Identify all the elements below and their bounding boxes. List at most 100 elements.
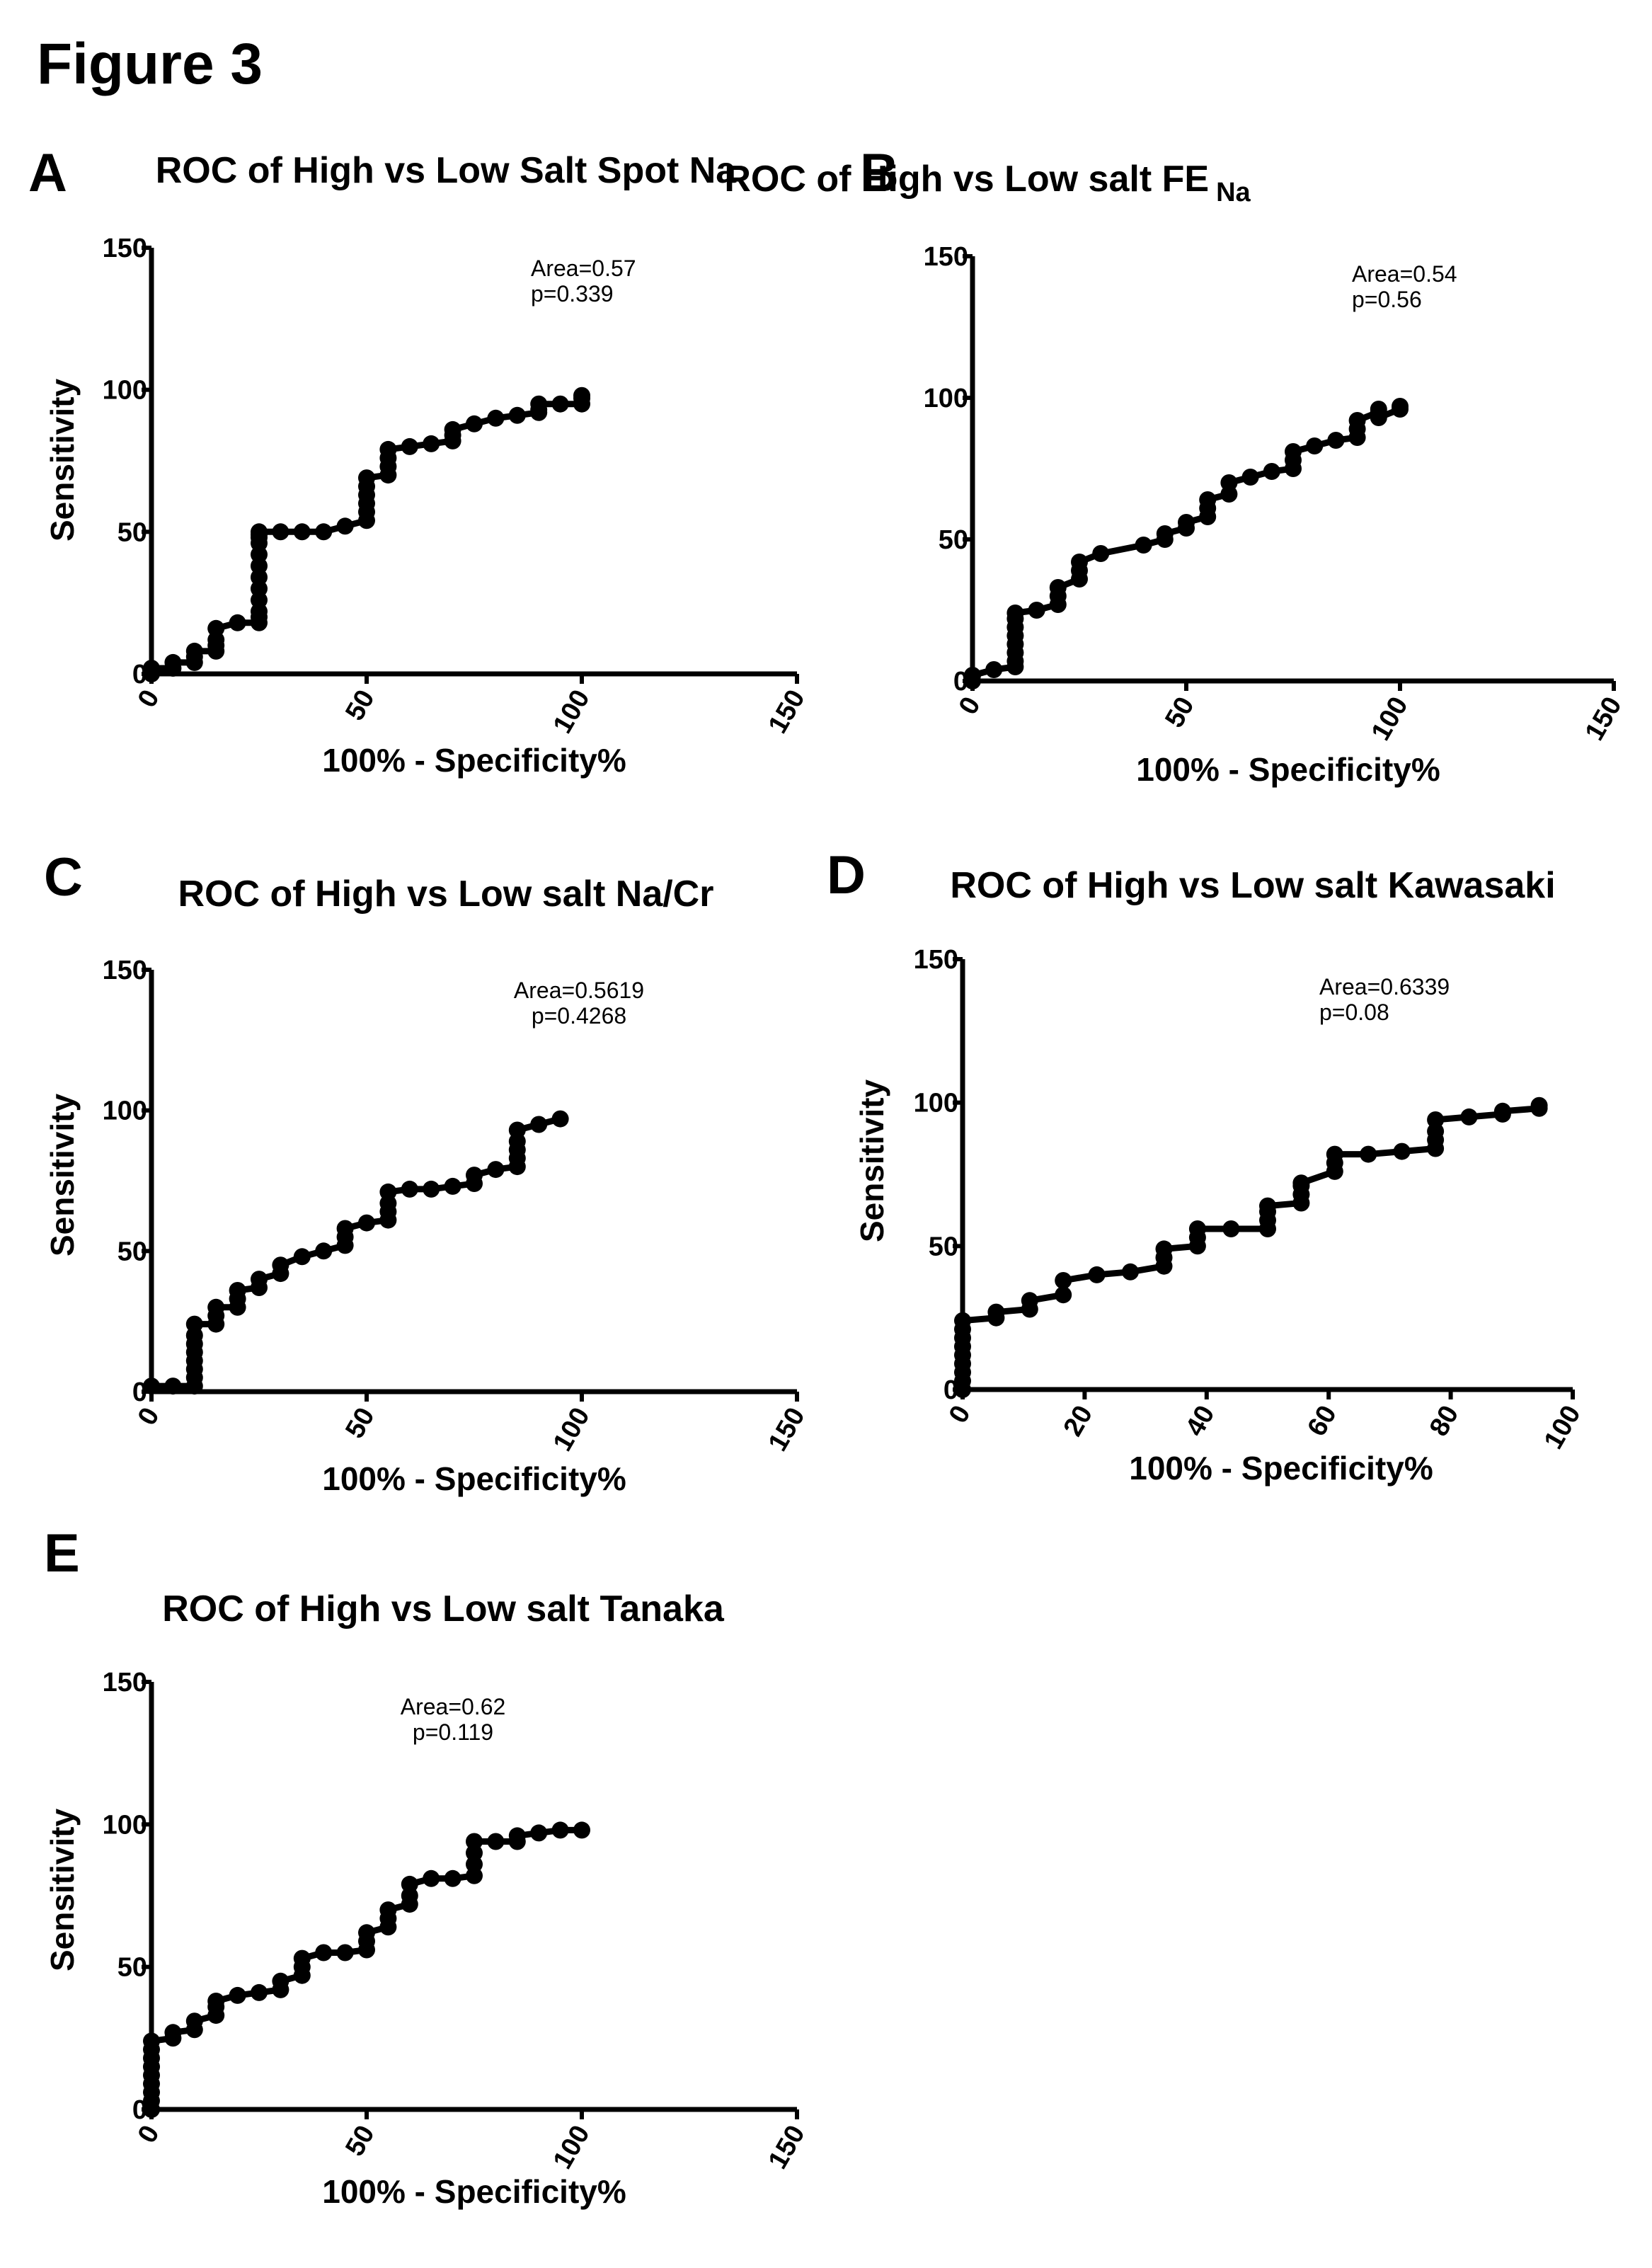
roc-data-point [1220, 474, 1238, 491]
roc-data-point [444, 1869, 461, 1887]
chart-title-main: ROC of High vs Low Salt Spot Na [156, 150, 738, 191]
axes-frame [149, 1682, 797, 2112]
x-tick-label: 150 [763, 1403, 811, 1457]
roc-data-point [143, 2032, 160, 2050]
y-tick-label: 100 [103, 1810, 147, 1840]
roc-data-point [229, 1986, 246, 2004]
y-tick-label: 150 [103, 956, 147, 985]
roc-data-point [1178, 514, 1195, 531]
roc-data-point [401, 437, 418, 455]
y-tick-label: 50 [939, 525, 968, 555]
roc-data-point [1306, 437, 1324, 454]
stat-annotation: Area=0.57 [531, 256, 636, 281]
roc-data-point [207, 1298, 225, 1316]
roc-data-point [164, 1378, 182, 1395]
y-axis-label: Sensitivity [44, 379, 81, 542]
roc-data-point [1263, 463, 1280, 480]
stat-annotation: Area=0.6339 [1319, 974, 1450, 1000]
stat-annotation: p=0.08 [1319, 1000, 1389, 1025]
roc-data-point [1292, 1174, 1310, 1192]
roc-data-point [229, 614, 246, 631]
roc-data-point [1427, 1111, 1445, 1128]
roc-data-point [251, 523, 268, 541]
chart-title: ROC of High vs Low Salt Spot Na [156, 150, 738, 191]
roc-data-point [1392, 398, 1409, 415]
roc-data-point [1135, 537, 1152, 554]
y-tick-label: 150 [103, 234, 147, 263]
roc-data-point [530, 1116, 548, 1133]
roc-data-point [272, 1256, 289, 1274]
roc-data-point [1348, 412, 1366, 429]
x-axis-label: 100% - Specificity% [322, 1460, 626, 1497]
y-tick-label: 100 [914, 1089, 958, 1118]
roc-data-point [401, 1180, 418, 1198]
axes-frame [960, 959, 1573, 1392]
roc-data-point [1088, 1266, 1106, 1283]
stat-annotation: Area=0.5619 [514, 978, 644, 1003]
roc-data-point [444, 1177, 461, 1195]
roc-data-point [293, 1248, 311, 1266]
panel-letter: C [44, 847, 83, 907]
y-tick-label: 150 [103, 1668, 147, 1697]
stat-annotation: Area=0.54 [1352, 261, 1457, 287]
y-axis-label: Sensitivity [44, 1094, 81, 1257]
roc-data-point [379, 1183, 397, 1201]
x-tick-label: 100 [548, 1403, 596, 1457]
roc-data-point [1188, 1220, 1206, 1237]
x-tick-label: 50 [340, 2121, 381, 2162]
chart-title-main: ROC of High vs Low salt Na/Cr [178, 874, 714, 915]
roc-data-point [358, 1214, 375, 1232]
roc-data-point [1327, 432, 1345, 449]
x-tick-label: 50 [1159, 692, 1200, 733]
chart-title: ROC of High vs Low salt FE Na [724, 159, 1251, 207]
roc-data-point [1055, 1272, 1072, 1289]
roc-data-point [1460, 1108, 1478, 1126]
x-tick-label: 60 [1302, 1401, 1343, 1442]
panel-letter: E [44, 1523, 80, 1583]
roc-data-point [251, 1983, 268, 2001]
roc-data-point [315, 523, 333, 541]
roc-curve-line [148, 1826, 582, 2109]
roc-data-point [207, 619, 225, 637]
roc-data-point [401, 1875, 418, 1893]
x-axis-label: 100% - Specificity% [1136, 751, 1440, 788]
roc-data-point [508, 1121, 526, 1139]
x-tick-label: 100 [548, 685, 596, 739]
y-tick-label: 100 [103, 1096, 147, 1126]
roc-data-point [1028, 602, 1045, 619]
roc-data-point [336, 1944, 354, 1961]
panel-letter: A [28, 143, 67, 203]
x-tick-label: 100 [548, 2121, 596, 2175]
panel-c: C ROC of High vs Low salt Na/Cr0501001500… [44, 847, 811, 1497]
roc-data-point [508, 406, 526, 424]
roc-data-point [1530, 1096, 1548, 1114]
roc-data-point [229, 1282, 246, 1299]
roc-data-point [1360, 1145, 1377, 1163]
panel-d: D ROC of High vs Low salt Kawasaki 0 50 100 1… [827, 845, 1587, 1487]
x-tick-label: 0 [943, 1401, 977, 1428]
roc-data-point [466, 415, 483, 433]
panel-letter: D [827, 845, 866, 905]
roc-data-point [1155, 1240, 1173, 1258]
roc-data-point [185, 2012, 203, 2030]
roc-data-point [293, 523, 311, 541]
roc-data-point [143, 660, 160, 677]
roc-data-point [954, 1312, 971, 1329]
roc-data-point [143, 1378, 160, 1395]
x-tick-label: 150 [763, 2121, 811, 2175]
roc-data-point [272, 1972, 289, 1990]
y-tick-label: 50 [117, 1953, 147, 1983]
roc-data-point [487, 1833, 505, 1850]
stat-annotation: Area=0.62 [401, 1694, 506, 1719]
y-tick-label: 50 [117, 1237, 147, 1266]
roc-data-point [1370, 409, 1387, 426]
roc-data-point [207, 1993, 225, 2010]
roc-data-point [508, 1827, 526, 1845]
x-tick-label: 40 [1180, 1401, 1221, 1442]
roc-data-point [551, 395, 569, 413]
roc-data-point [551, 1821, 569, 1839]
roc-data-point [551, 1110, 569, 1128]
roc-data-point [293, 1949, 311, 1967]
